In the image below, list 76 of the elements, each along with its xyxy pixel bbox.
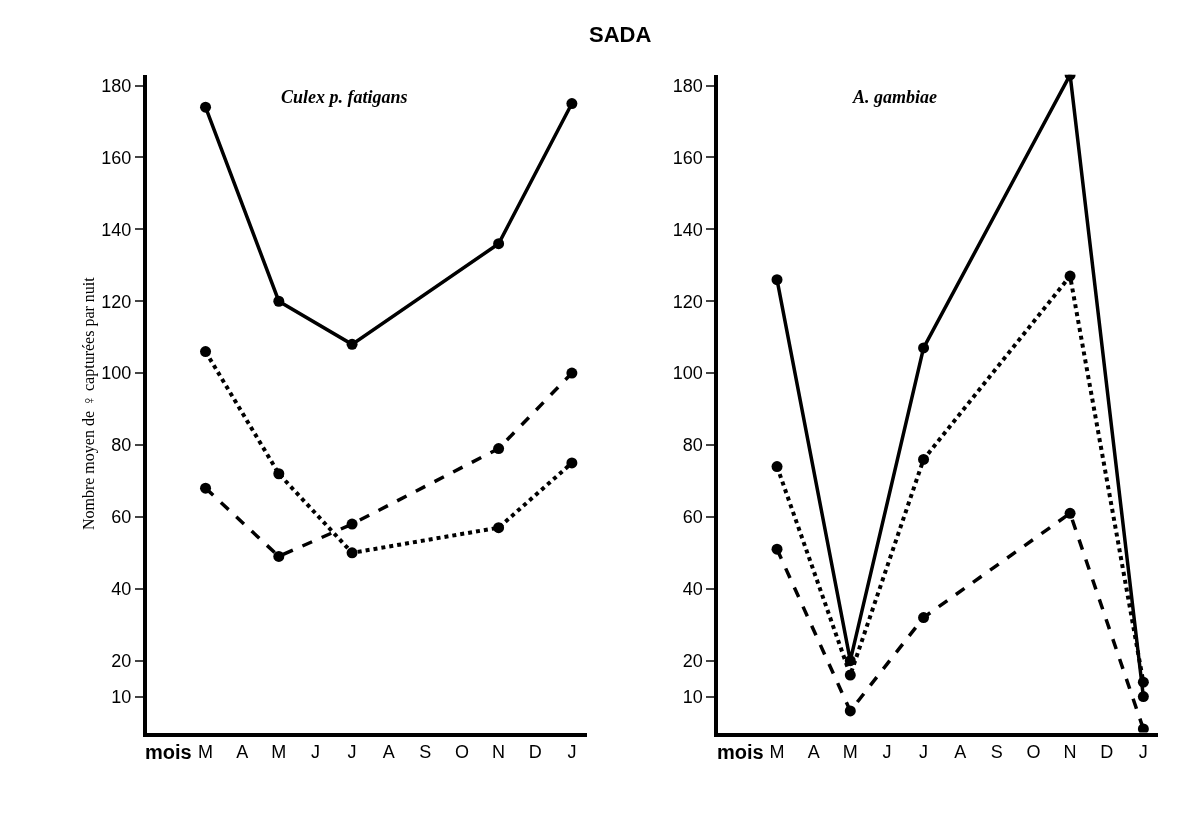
x-tick-label: D bbox=[1100, 742, 1114, 763]
x-tick-label: J bbox=[310, 742, 320, 763]
x-tick-label: A bbox=[807, 742, 820, 763]
point bbox=[1137, 691, 1149, 703]
x-tick-label: S bbox=[419, 742, 432, 763]
x-axis-title: mois bbox=[145, 741, 192, 763]
x-tick-label: N bbox=[492, 742, 506, 763]
point bbox=[918, 453, 930, 465]
point bbox=[566, 367, 578, 379]
x-tick-label: M bbox=[198, 742, 214, 763]
text: Culex p. fatigans bbox=[281, 87, 408, 107]
x-tick-label: D bbox=[528, 742, 542, 763]
y-tick-label: 140 bbox=[101, 219, 132, 240]
point bbox=[1064, 270, 1076, 282]
point bbox=[566, 98, 578, 110]
point bbox=[200, 346, 212, 358]
x-axis-title: mois bbox=[717, 741, 764, 763]
y-tick-label: 160 bbox=[101, 147, 132, 168]
x-tick-label: N bbox=[1063, 742, 1077, 763]
y-tick-label: 100 bbox=[101, 363, 132, 384]
y-tick-label: 180 bbox=[101, 75, 132, 96]
point bbox=[844, 705, 856, 717]
y-tick-label: 20 bbox=[111, 650, 132, 671]
text: A. gambiae bbox=[852, 87, 938, 107]
point bbox=[346, 518, 358, 530]
x-tick-label: M bbox=[842, 742, 858, 763]
point bbox=[771, 543, 783, 555]
x-tick-label: O bbox=[1026, 742, 1041, 763]
point bbox=[273, 468, 285, 480]
x-tick-label: J bbox=[567, 742, 577, 763]
y-tick-label: 10 bbox=[111, 686, 132, 707]
point bbox=[273, 550, 285, 562]
y-tick-label: 60 bbox=[111, 507, 132, 528]
y-tick-label: 40 bbox=[682, 579, 703, 600]
point bbox=[200, 482, 212, 494]
y-axis-title: Nombre moyen de ♀ capturées par nuit bbox=[79, 276, 98, 531]
point bbox=[1137, 723, 1149, 733]
point bbox=[346, 338, 358, 350]
point bbox=[566, 457, 578, 469]
point bbox=[918, 342, 930, 354]
y-tick-label: 20 bbox=[682, 650, 703, 671]
y-tick-label: 10 bbox=[682, 686, 703, 707]
y-tick-label: 80 bbox=[682, 435, 703, 456]
chart-title: SADA bbox=[589, 22, 652, 47]
y-tick-label: 60 bbox=[682, 507, 703, 528]
point bbox=[493, 443, 505, 455]
point bbox=[493, 522, 505, 534]
point bbox=[200, 101, 212, 113]
point bbox=[1137, 676, 1149, 688]
x-tick-label: A bbox=[954, 742, 967, 763]
x-tick-label: A bbox=[236, 742, 249, 763]
x-tick-label: J bbox=[882, 742, 892, 763]
point bbox=[493, 238, 505, 250]
x-tick-label: O bbox=[454, 742, 469, 763]
x-tick-label: J bbox=[919, 742, 929, 763]
y-tick-label: 120 bbox=[672, 291, 703, 312]
x-tick-label: M bbox=[769, 742, 785, 763]
x-tick-label: J bbox=[347, 742, 357, 763]
point bbox=[346, 547, 358, 559]
point bbox=[771, 461, 783, 473]
y-tick-label: 160 bbox=[672, 147, 703, 168]
x-tick-label: A bbox=[382, 742, 395, 763]
x-tick-label: J bbox=[1138, 742, 1148, 763]
y-tick-label: 180 bbox=[672, 75, 703, 96]
point bbox=[273, 295, 285, 307]
y-tick-label: 40 bbox=[111, 579, 132, 600]
x-tick-label: M bbox=[271, 742, 287, 763]
y-tick-label: 80 bbox=[111, 435, 132, 456]
y-tick-label: 100 bbox=[672, 363, 703, 384]
point bbox=[844, 669, 856, 681]
point bbox=[1064, 507, 1076, 519]
y-tick-label: 120 bbox=[101, 291, 132, 312]
y-tick-label: 140 bbox=[672, 219, 703, 240]
point bbox=[771, 274, 783, 286]
point bbox=[918, 612, 930, 624]
x-tick-label: S bbox=[990, 742, 1003, 763]
